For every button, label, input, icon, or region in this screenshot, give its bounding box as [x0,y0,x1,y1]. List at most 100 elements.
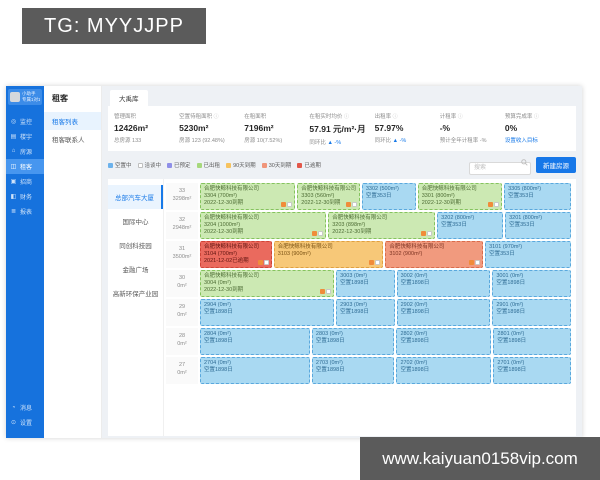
user-profile[interactable]: 小助手 专属1对1服务 [8,89,42,105]
room-cell[interactable]: 合肥快鲸科技有限公司 3102 (900m²) [385,240,484,268]
room-company: 合肥快鲸科技有限公司 [204,243,260,250]
sidebar-item-settings[interactable]: ⊙ 设置 [6,415,44,430]
room-cell[interactable]: 合肥快鲸科技有限公司 3004 (0m²) 2022-12-30到期 [200,269,335,297]
legend-chip [261,162,267,168]
info-icon[interactable]: ⓘ [213,114,219,120]
room-company: 合肥快鲸科技有限公司 [332,214,388,221]
legend-item: 30天到期 [261,161,291,169]
room-cell[interactable]: 2703 (0m²) 空置1898日 [311,356,395,384]
room-cell[interactable]: 3202 (800m²) 空置353日 [437,211,504,239]
room-cell[interactable]: 2704 (0m²) 空置1898日 [200,356,310,384]
tab-project[interactable]: 大禹库 [110,90,148,106]
room-cell[interactable]: 2904 (0m²) 空置1898日 [200,298,335,326]
room-cell[interactable]: 2802 (0m²) 空置1898日 [396,327,492,355]
stat-column: 计租率 ⓘ -% 预计全年计租率 -% [440,112,505,146]
bill-icon[interactable] [326,288,332,294]
search-input[interactable] [469,161,531,175]
room-cell[interactable]: 2801 (0m²) 空置1898日 [493,327,571,355]
bill-icon[interactable] [287,201,293,207]
room-company: 合肥快鲸科技有限公司 [421,185,477,192]
room-cell[interactable]: 3001 (0m²) 空置1898日 [492,269,571,297]
building-item[interactable]: 国际中心 [122,218,149,226]
contract-icon[interactable] [345,201,351,207]
sidebar-item-label: 监控 [20,119,33,126]
bill-icon[interactable] [263,259,269,265]
bill-icon[interactable] [427,230,433,236]
room-cell[interactable]: 3003 (0m²) 空置1898日 [336,269,395,297]
contract-icon[interactable] [281,201,287,207]
info-icon[interactable]: ⓘ [392,114,398,120]
room-cell[interactable]: 2901 (0m²) 空置1898日 [492,298,571,326]
contract-icon[interactable] [320,288,326,294]
sidebar-item-report[interactable]: ≣ 报表 [6,204,44,219]
room-cell[interactable]: 3002 (0m²) 空置1898日 [396,269,491,297]
room-cell[interactable]: 2903 (0m²) 空置1898日 [336,298,395,326]
room-cell[interactable]: 3305 (800m²) 空置353日 [504,182,571,210]
building-item[interactable]: 高新环保产业园 [112,290,159,298]
sidebar-item-building[interactable]: ▤ 楼宇 [6,129,44,144]
finance-icon: ◧ [10,193,17,200]
floor-area: 0m² [177,370,187,376]
room-cell[interactable]: 3302 (500m²) 空置353日 [361,182,416,210]
bill-icon[interactable] [318,230,324,236]
room-cell[interactable]: 2701 (0m²) 空置1898日 [493,356,571,384]
contract-icon[interactable] [312,230,318,236]
contract-icon[interactable] [488,201,494,207]
room-cell[interactable]: 2702 (0m²) 空置1898日 [396,356,492,384]
room-cell[interactable]: 2804 (0m²) 空置1898日 [200,327,310,355]
floor-number: 31 [178,246,186,253]
building-item[interactable]: 金融广场 [122,266,149,274]
bill-icon[interactable] [351,201,357,207]
floor-row: 30 0m² 合肥快鲸科技有限公司 3004 (0m²) 2022-12-30到期 300… [166,269,573,297]
info-icon[interactable]: ⓘ [343,114,349,120]
room-cell[interactable]: 合肥快鲸科技有限公司 3104 (700m²) 2021-12-02已逾期 [200,240,272,268]
room-status: 2022-12-30到期 [204,228,244,235]
room-cell[interactable]: 合肥快鲸科技有限公司 3304 (700m²) 2022-12-30到期 [200,182,296,210]
sidebar-item-message[interactable]: ◔ 消息 [6,400,44,415]
stat-sub-text: 同环比 [309,140,328,146]
sidebar-item-tenant[interactable]: ◫ 租客 [6,158,44,174]
sidebar-item-deal[interactable]: ▣ 招商 [6,174,44,189]
sidebar-item-monitor[interactable]: ◎ 监控 [6,114,44,129]
room-cell[interactable]: 合肥快鲸科技有限公司 3103 (900m²) [273,240,384,268]
stat-label: 预算完成率 ⓘ [504,114,539,120]
stat-label: 计租率 ⓘ [439,114,463,120]
room-cell[interactable]: 合肥快鲸科技有限公司 3204 (1000m²) 2022-12-30到期 [200,211,327,239]
stat-sub: 预计全年计租率 -% [439,138,487,144]
submenu-item[interactable]: 租客列表 [44,112,101,130]
sidebar-item-home[interactable]: ⌂ 房源 [6,144,44,159]
info-icon[interactable]: ⓘ [457,114,463,120]
bill-icon[interactable] [475,259,481,265]
room-cell[interactable]: 2902 (0m²) 空置1898日 [396,298,491,326]
floor-number: 32 [178,217,186,224]
room-company: 合肥快鲸科技有限公司 [277,243,333,250]
main-content: 大禹库 管理面积 12426m² 总房源 133 空置待租面积 ⓘ 5230m² 房源 … [102,86,582,438]
room-number: 2902 (0m²) [400,301,428,308]
contract-icon[interactable] [369,259,375,265]
contract-icon[interactable] [421,230,427,236]
building-item[interactable]: 同创科技园 [119,242,152,250]
info-icon[interactable]: ⓘ [533,114,539,120]
room-cell[interactable]: 合肥快鲸科技有限公司 3303 (560m²) 2022-12-30到期 [297,182,360,210]
contract-icon[interactable] [469,259,475,265]
set-income-target-link[interactable]: 设置收入目标 [504,138,538,144]
submenu-item[interactable]: 租客联系人 [52,137,85,144]
building-item[interactable]: 总部汽车大厦 [108,184,163,209]
new-room-button[interactable]: 新建房源 [536,157,576,174]
room-cell[interactable]: 合肥快鲸科技有限公司 3301 (800m²) 2022-12-30到期 [417,182,503,210]
bill-icon[interactable] [494,201,500,207]
room-cell[interactable]: 合肥快鲸科技有限公司 3203 (898m²) 2022-12-30到期 [328,211,436,239]
room-cell[interactable]: 3101 (970m²) 空置353日 [485,240,571,268]
room-cell-icons [320,288,332,294]
trend-up-icon: ▲ -% [392,138,407,144]
stat-sub: 总房源 133 [114,138,142,144]
contract-icon[interactable] [257,259,263,265]
room-cell[interactable]: 2803 (0m²) 空置1898日 [311,327,395,355]
room-status: 2022-12-30到期 [204,286,244,293]
telegram-watermark: TG: MYYJJPP [22,8,206,44]
sidebar-item-finance[interactable]: ◧ 财务 [6,189,44,204]
tenant-icon: ◫ [10,163,17,170]
legend-item: 已预定 [167,161,191,169]
room-cell[interactable]: 3201 (800m²) 空置353日 [505,211,571,239]
bill-icon[interactable] [375,259,381,265]
